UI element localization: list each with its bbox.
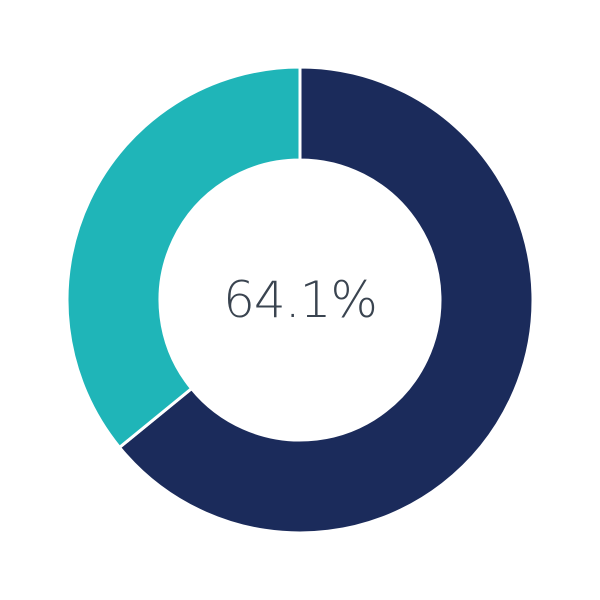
donut-slice-1 [65,65,302,450]
donut-slice-0 [117,65,535,535]
